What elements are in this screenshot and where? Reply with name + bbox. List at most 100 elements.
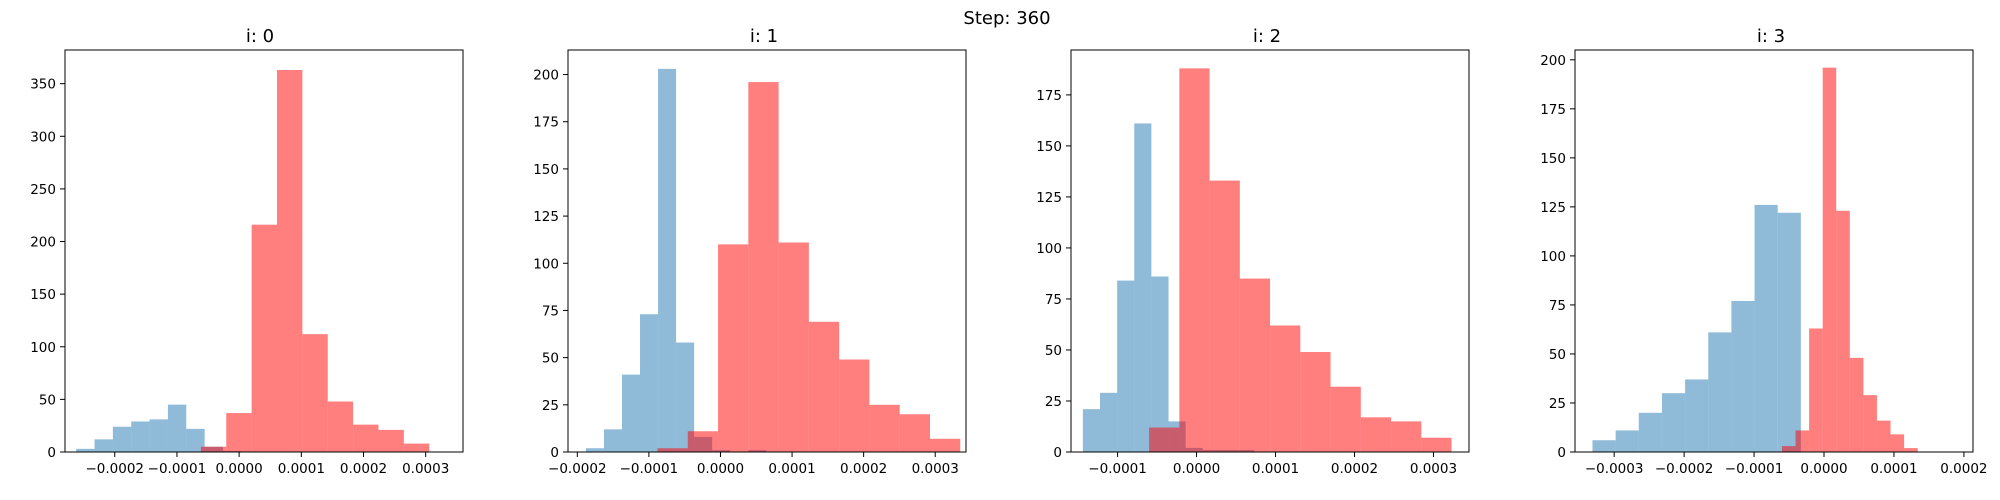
histogram-bar <box>1863 395 1877 452</box>
histogram-bar <box>200 446 227 452</box>
series-blue <box>76 404 242 452</box>
histogram-bar <box>226 413 252 452</box>
histogram-bar <box>1754 204 1778 452</box>
x-tick-label: 0.0001 <box>768 461 815 477</box>
x-tick-label: −0.0002 <box>548 461 607 477</box>
subplot-title: i: 2 <box>1253 26 1281 47</box>
x-tick-label: −0.0001 <box>620 461 679 477</box>
y-tick-label: 25 <box>1045 394 1062 410</box>
y-tick-label: 25 <box>1549 396 1566 412</box>
histogram-bar <box>1151 276 1169 452</box>
histogram-bar <box>277 69 303 452</box>
histogram-bar <box>1777 212 1801 452</box>
y-tick-label: 150 <box>1540 151 1566 167</box>
histogram-bar <box>899 414 930 452</box>
y-tick-label: 75 <box>1549 298 1566 314</box>
series-red <box>1149 68 1452 452</box>
histogram-bar <box>603 429 622 452</box>
y-tick-label: 0 <box>1053 445 1062 461</box>
histogram-bar <box>658 68 677 452</box>
histogram-bar <box>1239 278 1271 452</box>
histogram-bar <box>676 342 695 452</box>
x-tick-label: −0.0003 <box>1585 461 1644 477</box>
subplot-2: i: 2 −0.0001 0.0000 0.0001 0.0002 0.0003 0 25 5… <box>1036 26 1470 477</box>
x-tick-label: 0.0002 <box>1940 461 1987 477</box>
histogram-bar <box>1731 301 1755 452</box>
histogram-bar <box>167 404 187 452</box>
histogram-bar <box>1149 427 1180 452</box>
histogram-bar <box>327 401 354 452</box>
y-tick-label: 50 <box>1549 347 1566 363</box>
histogram-bar <box>869 404 900 452</box>
y-tick-label: 75 <box>1045 292 1062 308</box>
histogram-bar <box>94 439 113 452</box>
histogram-bar <box>808 321 840 452</box>
histogram-bar <box>1209 180 1240 452</box>
histogram-bar <box>1781 446 1796 452</box>
bars <box>585 68 961 452</box>
series-blue <box>1592 204 1801 452</box>
histogram-bar <box>1391 421 1422 452</box>
y-tick-label: 50 <box>542 351 559 367</box>
y-tick-label: 200 <box>30 235 56 251</box>
series-red <box>200 69 430 452</box>
y-tick-label: 0 <box>550 445 559 461</box>
histogram-bar <box>778 242 809 452</box>
y-tick-label: 125 <box>533 209 559 225</box>
series-red <box>657 82 961 452</box>
y-tick-label: 50 <box>1045 343 1062 359</box>
histogram-bar <box>1615 430 1639 452</box>
histogram-bar <box>585 448 604 452</box>
bars <box>1592 67 1918 452</box>
y-tick-label: 250 <box>30 182 56 198</box>
bars <box>76 69 430 452</box>
histogram-bar <box>251 224 277 452</box>
histogram-bar <box>718 244 749 452</box>
x-tick-label: −0.0001 <box>148 461 207 477</box>
axes-frame <box>1574 49 1974 453</box>
histogram-bar <box>112 426 132 452</box>
y-tick-label: 100 <box>533 256 559 272</box>
figure-suptitle: Step: 360 <box>963 8 1050 29</box>
histogram-bar <box>687 431 719 452</box>
y-tick-label: 100 <box>1540 249 1566 265</box>
y-tick-label: 175 <box>1036 88 1062 104</box>
histogram-bar <box>76 448 95 452</box>
x-tick-label: −0.0001 <box>1088 461 1147 477</box>
x-tick-label: 0.0002 <box>340 461 387 477</box>
x-tick-label: 0.0003 <box>402 461 449 477</box>
histogram-bar <box>1300 352 1331 452</box>
x-tick-label: −0.0002 <box>1655 461 1714 477</box>
histogram-bar <box>1904 448 1918 452</box>
y-tick-label: 25 <box>542 398 559 414</box>
histogram-bar <box>1421 437 1452 452</box>
histogram-bar <box>1708 332 1732 452</box>
histogram-bar <box>1876 420 1891 452</box>
series-red <box>1781 67 1918 452</box>
y-tick-label: 150 <box>30 287 56 303</box>
x-tick-label: 0.0000 <box>1800 461 1847 477</box>
histogram-bar <box>1082 409 1100 452</box>
y-tick-label: 150 <box>533 162 559 178</box>
x-tick-label: 0.0002 <box>840 461 887 477</box>
histogram-bar <box>378 429 404 452</box>
x-tick-label: 0.0000 <box>697 461 744 477</box>
histogram-bar <box>302 334 328 452</box>
y-tick-label: 300 <box>30 129 56 145</box>
histogram-bar <box>1099 392 1118 452</box>
histogram-bar <box>839 359 870 452</box>
x-tick-label: 0.0000 <box>216 461 263 477</box>
y-tick-label: 200 <box>533 68 559 84</box>
subplot-title: i: 0 <box>246 26 274 47</box>
histogram-bar <box>1661 393 1686 452</box>
y-tick-label: 175 <box>533 115 559 131</box>
y-tick-label: 350 <box>30 77 56 93</box>
y-tick-label: 150 <box>1036 139 1062 155</box>
x-tick-label: 0.0001 <box>1870 461 1917 477</box>
histogram-bar <box>1685 379 1709 452</box>
axes-frame <box>567 49 967 453</box>
x-tick-label: −0.0001 <box>1725 461 1784 477</box>
histogram-bar <box>1360 417 1392 452</box>
x-tick-label: 0.0001 <box>1252 461 1299 477</box>
